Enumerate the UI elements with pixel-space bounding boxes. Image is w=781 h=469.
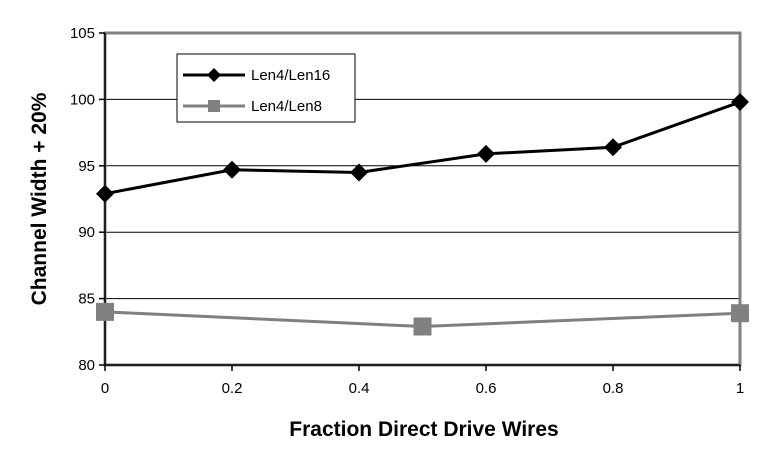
legend-marker — [208, 100, 220, 112]
data-point — [96, 302, 114, 321]
x-tick-label: 0 — [101, 380, 109, 397]
y-axis-title: Channel Width + 20% — [28, 92, 51, 305]
legend-marker — [207, 68, 221, 82]
y-axis-ticks: 80 85 90 95 100 105 — [70, 25, 105, 374]
data-point — [96, 184, 114, 203]
legend-box — [176, 53, 356, 123]
y-tick-label: 105 — [70, 25, 95, 42]
y-tick-label: 95 — [78, 158, 95, 175]
series-layer — [96, 93, 749, 336]
x-tick-label: 0.2 — [222, 380, 243, 397]
data-point — [413, 317, 432, 336]
series-line — [104, 100, 741, 196]
legend-label: Len4/Len8 — [251, 98, 322, 115]
data-point — [731, 93, 749, 112]
y-tick-label: 80 — [78, 357, 95, 374]
y-tick-label: 100 — [70, 91, 95, 108]
series-0 — [96, 93, 749, 203]
y-tick-label: 85 — [78, 291, 95, 308]
data-point — [477, 144, 495, 163]
data-point — [604, 138, 622, 157]
x-tick-label: 1 — [736, 380, 744, 397]
y-tick-label: 90 — [78, 224, 95, 241]
legend: Len4/Len16 Len4/Len8 — [176, 53, 356, 123]
gridlines — [105, 98, 740, 300]
data-point — [223, 160, 241, 179]
data-point — [350, 163, 368, 182]
x-tick-label: 0.4 — [349, 380, 370, 397]
x-axis-ticks: 0 0.2 0.4 0.6 0.8 1 — [101, 365, 744, 397]
x-axis-title: Fraction Direct Drive Wires — [289, 418, 558, 441]
data-point — [731, 304, 749, 323]
x-tick-label: 0.8 — [603, 380, 624, 397]
series-1 — [96, 302, 749, 336]
legend-label: Len4/Len16 — [251, 67, 330, 84]
x-tick-label: 0.6 — [476, 380, 497, 397]
